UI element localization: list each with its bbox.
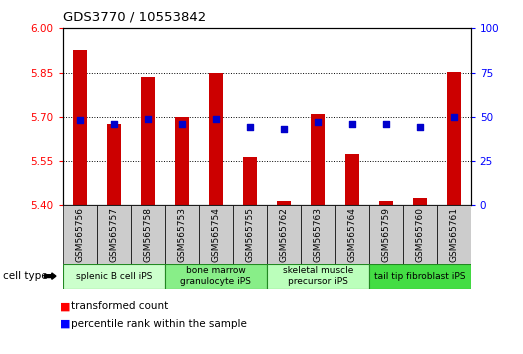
Bar: [403, 205, 437, 264]
Point: [279, 126, 288, 132]
Bar: [267, 264, 369, 289]
Text: ■: ■: [60, 301, 71, 311]
Point: [347, 121, 356, 127]
Bar: [233, 205, 267, 264]
Point: [211, 116, 220, 121]
Bar: [141, 77, 154, 205]
Bar: [107, 124, 120, 205]
Bar: [267, 205, 301, 264]
Text: ■: ■: [60, 319, 71, 329]
Bar: [63, 264, 165, 289]
Text: GSM565759: GSM565759: [381, 207, 390, 262]
Bar: [277, 201, 290, 205]
Point: [313, 119, 322, 125]
Text: transformed count: transformed count: [71, 301, 168, 311]
Point: [75, 118, 84, 123]
Text: GSM565756: GSM565756: [75, 207, 84, 262]
Bar: [437, 205, 471, 264]
Text: GSM565761: GSM565761: [449, 207, 458, 262]
Text: skeletal muscle
precursor iPS: skeletal muscle precursor iPS: [282, 267, 353, 286]
Bar: [73, 51, 86, 205]
Point: [143, 116, 152, 121]
Bar: [301, 205, 335, 264]
Text: GSM565764: GSM565764: [347, 207, 356, 262]
Point: [177, 121, 186, 127]
Point: [109, 121, 118, 127]
Point: [381, 121, 390, 127]
Text: GSM565753: GSM565753: [177, 207, 186, 262]
Text: percentile rank within the sample: percentile rank within the sample: [71, 319, 246, 329]
Text: GSM565763: GSM565763: [313, 207, 322, 262]
Text: GSM565758: GSM565758: [143, 207, 152, 262]
Bar: [131, 205, 165, 264]
Bar: [447, 72, 460, 205]
Bar: [165, 205, 199, 264]
Bar: [379, 201, 392, 205]
Text: GSM565760: GSM565760: [415, 207, 424, 262]
Text: GSM565755: GSM565755: [245, 207, 254, 262]
Text: GDS3770 / 10553842: GDS3770 / 10553842: [63, 10, 206, 23]
Text: bone marrow
granulocyte iPS: bone marrow granulocyte iPS: [180, 267, 251, 286]
Bar: [175, 117, 188, 205]
Bar: [345, 154, 358, 205]
Bar: [413, 198, 426, 205]
Bar: [369, 205, 403, 264]
Bar: [63, 205, 97, 264]
Text: GSM565757: GSM565757: [109, 207, 118, 262]
Text: tail tip fibroblast iPS: tail tip fibroblast iPS: [374, 272, 465, 281]
Text: cell type: cell type: [3, 271, 47, 281]
Bar: [311, 114, 324, 205]
Bar: [369, 264, 471, 289]
Bar: [335, 205, 369, 264]
Text: GSM565762: GSM565762: [279, 207, 288, 262]
Bar: [199, 205, 233, 264]
Bar: [209, 73, 222, 205]
Point: [449, 114, 458, 120]
Point: [245, 125, 254, 130]
Text: GSM565754: GSM565754: [211, 207, 220, 262]
Bar: [243, 156, 256, 205]
Point: [415, 125, 424, 130]
Bar: [97, 205, 131, 264]
Bar: [165, 264, 267, 289]
Text: splenic B cell iPS: splenic B cell iPS: [75, 272, 152, 281]
